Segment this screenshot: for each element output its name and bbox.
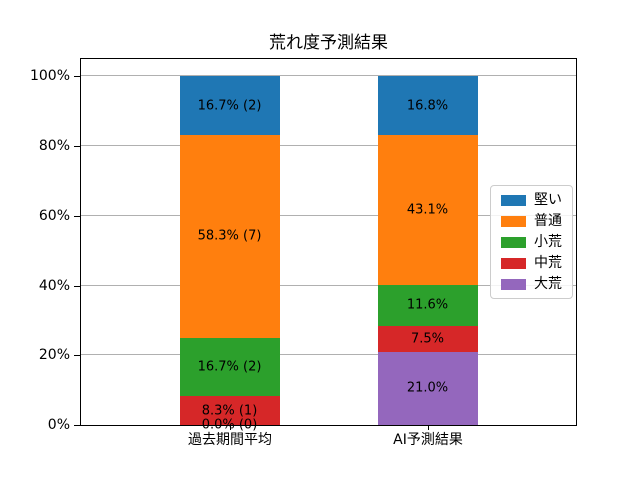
legend-swatch-大荒 xyxy=(501,278,526,290)
legend-item-大荒: 大荒 xyxy=(501,276,562,292)
bar-label-小荒: 16.7% (2) xyxy=(197,359,262,375)
plot-area: 堅い普通小荒中荒大荒 0.0% (0) 8.3% (1) 16.7% (2) 58.3… xyxy=(80,58,577,433)
bar-label-普通: 58.3% (7) xyxy=(197,228,262,244)
legend-item-中荒: 中荒 xyxy=(501,255,562,271)
y-tick-label: 20% xyxy=(38,347,70,363)
bar-label-中荒: 7.5% xyxy=(410,331,445,347)
bar-segment-堅い xyxy=(377,76,478,135)
gridline-80% xyxy=(81,145,576,147)
x-tick-label: 過去期間平均 xyxy=(188,432,272,448)
bar-AI予測結果: 21.0% 7.5% 11.6% 43.1% 16.8% xyxy=(377,59,478,425)
legend-label: 小荒 xyxy=(534,234,562,250)
x-tick-mark xyxy=(428,425,429,430)
legend-item-堅い: 堅い xyxy=(501,192,562,208)
bar-過去期間平均: 0.0% (0) 8.3% (1) 16.7% (2) 58.3% (7) 16.7% … xyxy=(179,59,280,433)
y-tick-mark xyxy=(74,286,80,287)
legend-swatch-堅い xyxy=(501,194,526,206)
bar-segment-普通 xyxy=(179,134,280,338)
bar-segment-堅い xyxy=(179,76,280,135)
bar-segment-小荒 xyxy=(179,337,280,397)
legend-item-小荒: 小荒 xyxy=(501,234,562,250)
bar-label-堅い: 16.8% xyxy=(406,98,449,114)
bar-segment-中荒 xyxy=(377,325,478,352)
legend: 堅い普通小荒中荒大荒 xyxy=(490,185,573,299)
bar-label-普通: 43.1% xyxy=(406,202,449,218)
y-tick-label: 40% xyxy=(38,278,70,294)
bar-label-中荒: 8.3% (1) xyxy=(201,403,258,419)
bar-label-小荒: 11.6% xyxy=(406,297,449,313)
legend-label: 普通 xyxy=(534,213,562,229)
y-tick-label: 60% xyxy=(38,208,70,224)
chart-title: 荒れ度予測結果 xyxy=(269,33,388,53)
x-tick-mark xyxy=(230,425,231,430)
legend-label: 中荒 xyxy=(534,255,562,271)
legend-swatch-中荒 xyxy=(501,257,526,269)
gridline-60% xyxy=(81,214,576,216)
legend-swatch-小荒 xyxy=(501,236,526,248)
legend-label: 堅い xyxy=(534,192,562,208)
bar-segment-中荒 xyxy=(179,396,280,425)
gridline-100% xyxy=(81,75,576,77)
gridline-20% xyxy=(81,354,576,356)
bar-label-大荒: 0.0% (0) xyxy=(201,417,258,433)
bar-label-大荒: 21.0% xyxy=(406,380,449,396)
y-tick-label: 0% xyxy=(47,417,70,433)
y-tick-mark xyxy=(74,76,80,77)
y-tick-mark xyxy=(74,216,80,217)
bar-segment-小荒 xyxy=(377,285,478,326)
y-tick-mark xyxy=(74,425,80,426)
y-tick-label: 100% xyxy=(29,68,70,84)
y-tick-label: 80% xyxy=(38,138,70,154)
bar-label-堅い: 16.7% (2) xyxy=(197,98,262,114)
bar-segment-大荒 xyxy=(377,351,478,425)
legend-swatch-普通 xyxy=(501,215,526,227)
y-tick-mark xyxy=(74,146,80,147)
bar-segment-普通 xyxy=(377,135,478,286)
x-tick-label: AI予測結果 xyxy=(393,432,463,448)
legend-item-普通: 普通 xyxy=(501,213,562,229)
gridline-40% xyxy=(81,284,576,286)
y-tick-mark xyxy=(74,355,80,356)
legend-label: 大荒 xyxy=(534,276,562,292)
